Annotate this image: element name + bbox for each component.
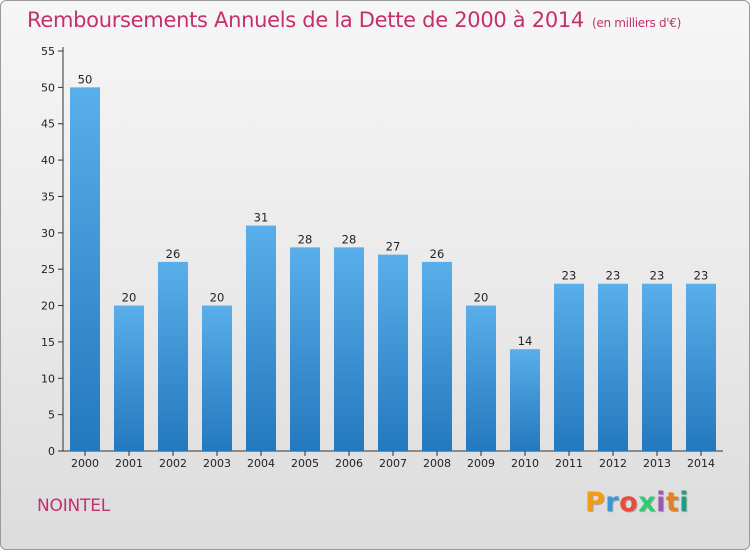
bar-2009 <box>466 305 496 451</box>
bar-2005 <box>290 247 320 451</box>
bar-2014 <box>686 283 716 451</box>
x-tick-label-2010: 2010 <box>511 457 539 470</box>
labels-group: 2000 50 2001 20 2002 26 2003 20 2004 31 2005 28 2006… <box>71 72 715 470</box>
x-tick-label-2006: 2006 <box>335 457 363 470</box>
value-label-2004: 31 <box>254 211 269 225</box>
x-tick-label-2014: 2014 <box>687 457 715 470</box>
value-label-2014: 23 <box>694 269 709 283</box>
logo-letter: x <box>638 487 657 518</box>
bar-2000 <box>70 87 100 451</box>
y-tick-label: 20 <box>41 300 55 313</box>
x-tick-label-2004: 2004 <box>247 457 275 470</box>
value-label-2002: 26 <box>166 247 181 261</box>
logo-letter: i <box>679 487 690 518</box>
y-tick-label: 40 <box>41 154 55 167</box>
value-label-2000: 50 <box>78 72 93 86</box>
x-tick-label-2013: 2013 <box>643 457 671 470</box>
bar-2010 <box>510 349 540 451</box>
value-label-2001: 20 <box>122 291 137 305</box>
bar-2007 <box>378 254 408 451</box>
y-tick-label: 5 <box>48 409 55 422</box>
value-label-2010: 14 <box>518 334 533 348</box>
bar-2013 <box>642 283 672 451</box>
x-tick-label-2008: 2008 <box>423 457 451 470</box>
value-label-2005: 28 <box>298 232 313 246</box>
x-tick-label-2007: 2007 <box>379 457 407 470</box>
value-label-2009: 20 <box>474 291 489 305</box>
bar-2011 <box>554 283 584 451</box>
bar-2006 <box>334 247 364 451</box>
bar-2004 <box>246 225 276 451</box>
y-tick-label: 30 <box>41 227 55 240</box>
bar-2002 <box>158 261 188 451</box>
value-label-2003: 20 <box>210 291 225 305</box>
bar-2008 <box>422 261 452 451</box>
bar-2001 <box>114 305 144 451</box>
bar-2012 <box>598 283 628 451</box>
chart-title: Remboursements Annuels de la Dette de 20… <box>27 8 681 32</box>
x-tick-label-2001: 2001 <box>115 457 143 470</box>
x-tick-label-2012: 2012 <box>599 457 627 470</box>
value-label-2006: 28 <box>342 232 357 246</box>
y-tick-label: 50 <box>41 81 55 94</box>
logo-letter: P <box>585 487 606 518</box>
bar-2003 <box>202 305 232 451</box>
y-tick-label: 15 <box>41 336 55 349</box>
y-tick-label: 45 <box>41 118 55 131</box>
logo-letter: i <box>656 487 666 518</box>
x-tick-label-2002: 2002 <box>159 457 187 470</box>
y-tick-label: 10 <box>41 372 55 385</box>
value-label-2012: 23 <box>606 269 621 283</box>
value-label-2013: 23 <box>650 269 665 283</box>
x-tick-label-2003: 2003 <box>203 457 231 470</box>
y-tick-label: 35 <box>41 190 55 203</box>
chart-unit: (en milliers d'€) <box>592 16 682 30</box>
logo-letter: o <box>619 487 639 518</box>
chart-title-text: Remboursements Annuels de la Dette de 20… <box>27 8 584 32</box>
logo-letter: r <box>605 487 620 518</box>
bars-group <box>70 87 716 451</box>
commune-name: NOINTEL <box>37 496 111 516</box>
x-tick-label-2009: 2009 <box>467 457 495 470</box>
proxiti-logo[interactable]: Proxiti <box>585 487 689 518</box>
value-label-2007: 27 <box>386 240 401 254</box>
logo-letter: t <box>665 487 680 518</box>
x-tick-label-2000: 2000 <box>71 457 99 470</box>
value-label-2008: 26 <box>430 247 445 261</box>
x-tick-label-2011: 2011 <box>555 457 583 470</box>
value-label-2011: 23 <box>562 269 577 283</box>
y-tick-label: 25 <box>41 263 55 276</box>
x-tick-label-2005: 2005 <box>291 457 319 470</box>
y-tick-label: 0 <box>48 445 55 458</box>
y-tick-label: 55 <box>41 45 55 58</box>
